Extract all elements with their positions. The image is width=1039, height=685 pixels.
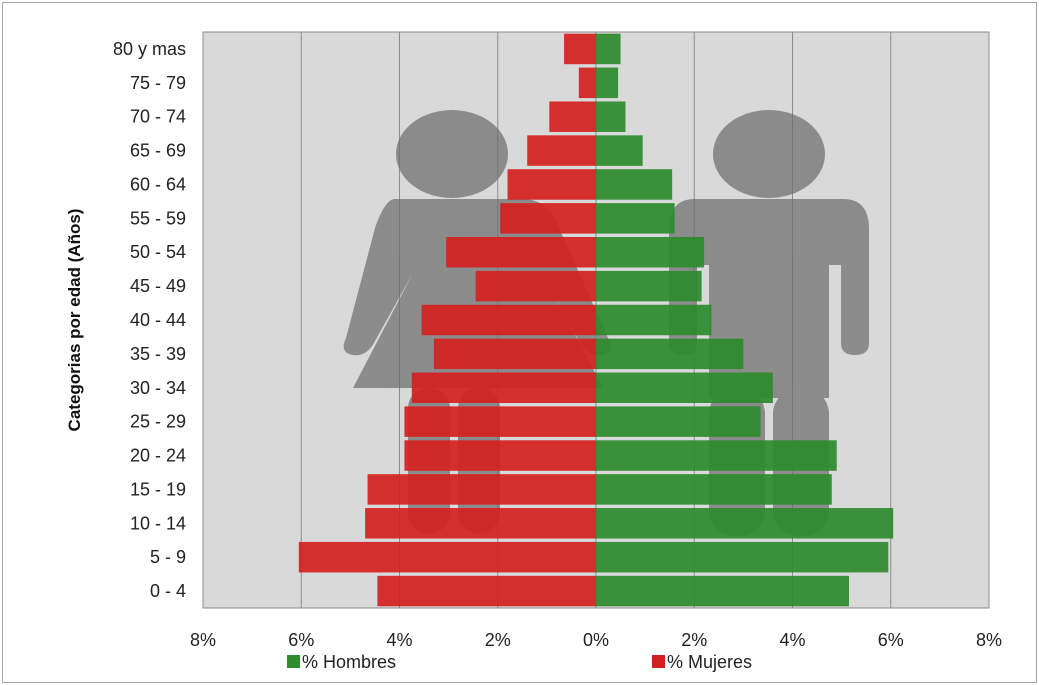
y-tick-label: 60 - 64 bbox=[130, 174, 186, 194]
bar-mujeres bbox=[507, 169, 596, 200]
y-axis-title: Categorias por edad (Años) bbox=[65, 209, 84, 432]
bar-mujeres bbox=[549, 101, 596, 132]
x-tick-label: 2% bbox=[485, 630, 511, 650]
y-tick-label: 50 - 54 bbox=[130, 242, 186, 262]
bar-hombres bbox=[596, 169, 673, 200]
bar-hombres bbox=[596, 67, 619, 99]
bar-mujeres bbox=[298, 541, 596, 573]
bar-mujeres bbox=[421, 304, 596, 336]
y-tick-label: 55 - 59 bbox=[130, 208, 186, 228]
y-tick-label: 0 - 4 bbox=[150, 581, 186, 601]
bar-hombres bbox=[596, 236, 705, 268]
y-tick-label: 80 y mas bbox=[113, 39, 186, 59]
male-head-icon bbox=[713, 110, 825, 198]
bar-hombres bbox=[596, 406, 761, 437]
bar-mujeres bbox=[367, 474, 596, 505]
population-pyramid-chart: 0 - 4 5 - 9 10 - 14 15 - 19 20 - 24 25 - 29 30… bbox=[65, 31, 1002, 672]
bar-mujeres bbox=[500, 203, 596, 234]
x-tick-labels: 8% 6% 4% 2% 0% 2% 4% 6% 8% bbox=[190, 630, 1002, 650]
x-tick-label: 6% bbox=[878, 630, 904, 650]
bar-hombres bbox=[596, 33, 621, 65]
bar-hombres bbox=[596, 203, 675, 234]
y-tick-label: 65 - 69 bbox=[130, 141, 186, 161]
y-tick-label: 70 - 74 bbox=[130, 107, 186, 127]
bar-mujeres bbox=[446, 236, 596, 268]
bar-mujeres bbox=[411, 372, 596, 404]
bar-mujeres bbox=[475, 270, 596, 302]
bar-mujeres bbox=[365, 508, 596, 539]
y-tick-label: 45 - 49 bbox=[130, 276, 186, 296]
legend-swatch-mujeres bbox=[652, 655, 665, 668]
bar-mujeres bbox=[377, 575, 596, 607]
bar-mujeres bbox=[527, 135, 596, 166]
x-tick-label: 8% bbox=[976, 630, 1002, 650]
bar-hombres bbox=[596, 541, 889, 573]
bar-hombres bbox=[596, 372, 773, 404]
bar-mujeres bbox=[404, 406, 596, 437]
bar-hombres bbox=[596, 508, 894, 539]
legend-label-hombres: % Hombres bbox=[302, 652, 396, 672]
y-tick-label: 75 - 79 bbox=[130, 73, 186, 93]
y-tick-label: 10 - 14 bbox=[130, 513, 186, 533]
bar-mujeres bbox=[578, 67, 596, 99]
bar-hombres bbox=[596, 575, 849, 607]
y-tick-label: 30 - 34 bbox=[130, 378, 186, 398]
bar-hombres bbox=[596, 101, 626, 132]
y-tick-label: 20 - 24 bbox=[130, 446, 186, 466]
female-head-icon bbox=[396, 110, 508, 198]
x-tick-label: 2% bbox=[681, 630, 707, 650]
y-tick-labels: 0 - 4 5 - 9 10 - 14 15 - 19 20 - 24 25 - 29 30… bbox=[113, 39, 186, 601]
y-tick-label: 40 - 44 bbox=[130, 310, 186, 330]
legend-label-mujeres: % Mujeres bbox=[667, 652, 752, 672]
x-tick-label: 4% bbox=[386, 630, 412, 650]
bar-hombres bbox=[596, 440, 837, 471]
bar-hombres bbox=[596, 304, 712, 336]
y-tick-label: 35 - 39 bbox=[130, 344, 186, 364]
x-tick-label: 0% bbox=[583, 630, 609, 650]
y-tick-label: 15 - 19 bbox=[130, 479, 186, 499]
bar-hombres bbox=[596, 135, 643, 166]
bar-mujeres bbox=[433, 338, 596, 370]
legend: % Hombres % Mujeres bbox=[287, 652, 752, 672]
bars bbox=[298, 33, 894, 607]
bar-mujeres bbox=[404, 440, 596, 471]
bar-hombres bbox=[596, 474, 832, 505]
legend-swatch-hombres bbox=[287, 655, 300, 668]
bar-hombres bbox=[596, 270, 702, 302]
x-tick-label: 8% bbox=[190, 630, 216, 650]
bar-mujeres bbox=[564, 33, 596, 65]
x-tick-label: 6% bbox=[288, 630, 314, 650]
y-tick-label: 25 - 29 bbox=[130, 412, 186, 432]
x-tick-label: 4% bbox=[779, 630, 805, 650]
bar-hombres bbox=[596, 338, 744, 370]
y-tick-label: 5 - 9 bbox=[150, 547, 186, 567]
plot-border bbox=[202, 31, 990, 609]
